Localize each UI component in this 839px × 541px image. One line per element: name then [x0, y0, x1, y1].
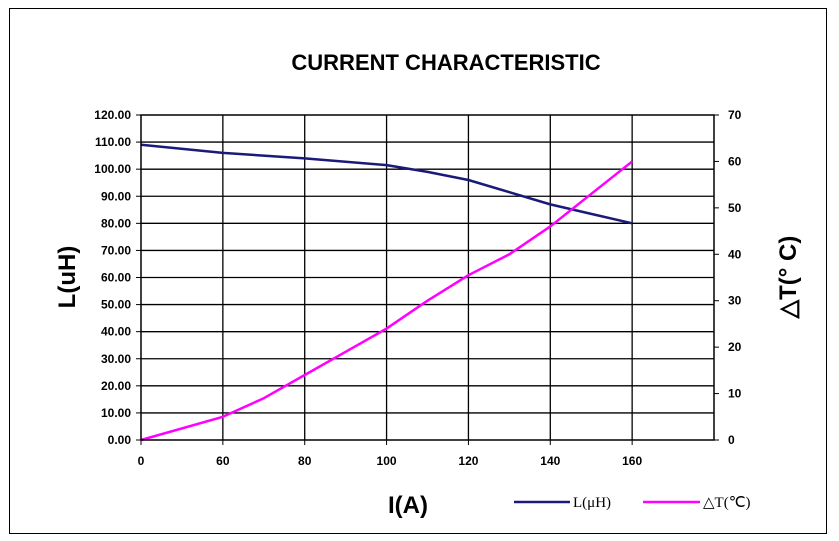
- legend: L(μH) △T(℃): [514, 495, 751, 511]
- y-left-tick-label: 10.00: [101, 406, 131, 420]
- series-line-temperature-rise: [140, 160, 633, 442]
- y-right-tick-label: 30: [728, 294, 742, 308]
- y-left-tick-label: 0.00: [108, 433, 132, 447]
- series-layer: [140, 143, 633, 442]
- y-left-tick-label: 20.00: [101, 379, 131, 393]
- y-left-tick-label: 120.00: [94, 108, 131, 122]
- grid-layer: [141, 115, 714, 440]
- y-right-axis-label: △T(° C): [775, 236, 802, 320]
- x-tick-label: 120: [458, 454, 478, 468]
- plot-border: [140, 114, 715, 441]
- y-right-tick-label: 20: [728, 340, 742, 354]
- y-left-tick-label: 70.00: [101, 243, 131, 257]
- legend-label-t: △T(℃): [703, 495, 751, 511]
- x-tick-label: 0: [138, 454, 145, 468]
- x-tick-label: 140: [540, 454, 560, 468]
- y-left-tick-label: 50.00: [101, 298, 131, 312]
- y-left-tick-label: 100.00: [94, 162, 131, 176]
- y-right-tick-label: 70: [728, 108, 742, 122]
- y-left-tick-label: 40.00: [101, 325, 131, 339]
- y-left-tick-label: 30.00: [101, 352, 131, 366]
- y-left-tick-label: 90.00: [101, 189, 131, 203]
- y-right-tick-label: 40: [728, 247, 742, 261]
- y-right-tick-label: 50: [728, 201, 742, 215]
- x-axis-label: I(A): [388, 492, 428, 519]
- x-tick-label: 160: [622, 454, 642, 468]
- x-tick-label: 80: [298, 454, 312, 468]
- legend-label-l: L(μH): [573, 495, 611, 511]
- chart-frame: CURRENT CHARACTERISTIC 0.00 10.00 20.00 30.…: [9, 8, 827, 534]
- y-left-tick-label: 60.00: [101, 271, 131, 285]
- x-tick-label: 100: [377, 454, 397, 468]
- y-left-tick-label: 80.00: [101, 216, 131, 230]
- chart-svg: CURRENT CHARACTERISTIC 0.00 10.00 20.00 30.…: [54, 50, 802, 519]
- y-right-tick-label: 0: [728, 433, 735, 447]
- chart-title: CURRENT CHARACTERISTIC: [291, 50, 600, 75]
- y-left-tick-label: 110.00: [95, 135, 131, 149]
- y-right-tick-label: 60: [728, 154, 742, 168]
- x-tick-label: 60: [216, 454, 230, 468]
- y-left-axis-label: L(uH): [54, 246, 81, 309]
- y-right-tick-label: 10: [728, 387, 742, 401]
- tick-layer: 0.00 10.00 20.00 30.00 40.00 50.00 60.00 70.00 8…: [94, 108, 741, 468]
